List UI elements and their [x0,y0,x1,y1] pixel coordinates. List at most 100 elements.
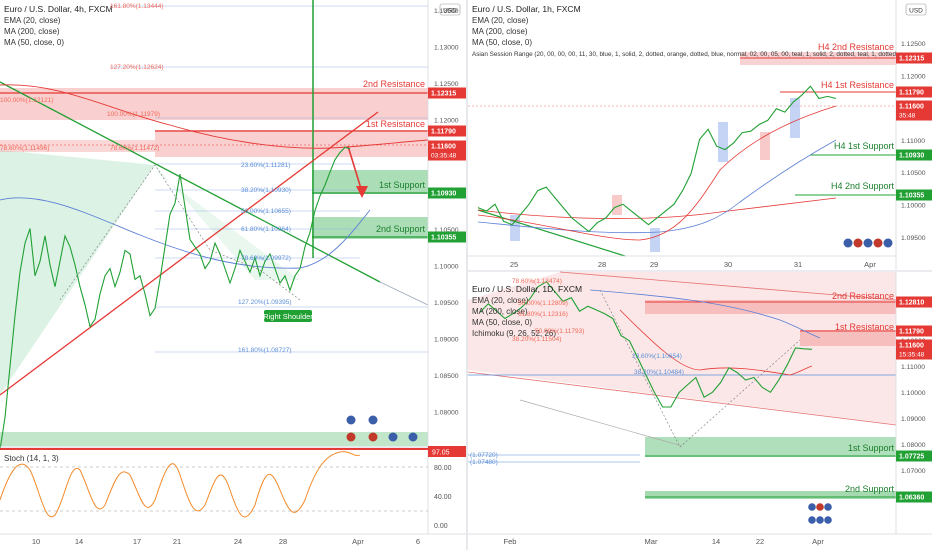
tr-time-ticks: 25 28 29 30 31 Apr [510,260,877,269]
tr-session-boxes [510,98,800,252]
br-fib-label: 78.60%(1.13474) [512,278,562,285]
time-tick-label: 25 [510,260,518,269]
br-fib-labels: 78.60%(1.13474) 50.00%(1.12809) 61.80%(1… [470,278,684,466]
event-flag-icon [408,432,418,442]
left-trend-extension [379,281,429,306]
price-tag-label: 1.10930 [431,191,456,198]
left-2nd-resistance-label: 2nd Resistance [363,79,425,89]
left-currency-badge [439,3,461,16]
price-tick-label: 1.09500 [901,235,926,242]
br-1st-support-label: 1st Support [848,443,895,453]
price-tag [896,339,932,360]
price-tag [428,125,466,137]
tr-2nd-resistance-label: H4 2nd Resistance [818,42,894,52]
price-tick-label: 1.07000 [901,468,926,475]
left-currency-label: USD [443,8,457,15]
price-tick-label: 1.09000 [901,416,926,423]
tr-price-line [477,85,837,233]
time-tick-label: 28 [598,260,606,269]
left-price-line [0,146,351,450]
price-tick-label: 1.13000 [434,45,459,52]
stoch-tick-40: 40.00 [434,494,452,501]
left-time-ticks: 10 14 17 21 24 28 Apr 6 [32,537,420,546]
event-flag-icon [824,503,832,511]
time-tick-label: 29 [650,260,658,269]
left-2nd-support-zone [312,217,428,239]
price-tag-label: 1.12315 [899,56,924,63]
right-shoulder-badge [264,310,312,322]
stoch-tick-80: 80.00 [434,465,452,472]
price-tag [896,450,932,462]
price-tick-label: 1.12000 [434,118,459,125]
time-tick-label: 14 [75,537,83,546]
top-right-chart: Euro / U.S. Dollar, 1h, FXCM EMA (20, cl… [468,0,932,270]
event-flag-icon [863,238,873,248]
price-tag [896,100,932,121]
price-tick-label: 1.08000 [434,410,459,417]
event-flag-icon [853,238,863,248]
br-1st-support-zone [645,437,896,457]
price-tick-label: 1.12500 [434,81,459,88]
price-tag-label: 1.11790 [899,90,924,97]
left-fib-label: 127.20%(1.09395) [238,299,292,306]
left-pattern-dotted [59,164,301,301]
event-flag-icon [346,415,356,425]
left-indicator-2: MA (200, close) [4,27,60,36]
price-tag [896,52,932,64]
event-flag-icon [808,503,816,511]
price-tick-label: 1.10000 [901,390,926,397]
stoch-value-tag [428,446,466,457]
left-1st-resistance-zone [155,130,428,157]
left-fib-label: 78.60%(1.11496) [0,145,49,152]
left-fib-label: 127.20%(1.12624) [110,64,164,71]
br-fib-label: 50.00%(1.12809) [518,300,568,307]
time-tick-label: 10 [32,537,40,546]
left-fib-label: 50.00%(1.10655) [241,208,291,215]
event-flag-icon [843,238,853,248]
left-projection-arrow [347,145,363,193]
time-tick-label: Apr [812,537,824,546]
br-indicator-4: Ichimoku (9, 26, 52, 26) [472,329,556,338]
stoch-line [0,451,361,518]
price-tag [896,189,932,201]
left-price-tags: 1.12315 1.11790 1.11600 03:35:48 1.10930 1.10… [428,87,466,243]
bottom-right-chart: Euro / U.S. Dollar, 1D, FXCM EMA (20, cl… [467,270,932,546]
stoch-tick-0: 0.00 [434,523,448,530]
event-flag-icon [816,503,824,511]
tr-1st-resistance-label: H4 1st Resistance [821,80,894,90]
time-tick-label: Apr [864,260,876,269]
left-fib-label: 78.60%(1.11472) [110,145,159,152]
time-tick-label: 28 [279,537,287,546]
price-tick-label: 1.13500 [434,8,459,15]
price-tick-label: 1.10000 [901,203,926,210]
time-tick-label: 31 [794,260,802,269]
price-tag [896,491,932,503]
br-2nd-resistance-zone [645,300,896,314]
left-fib-label: 100.00%(1.12121) [0,97,54,104]
left-fib-labels: 161.80%(1.13444) 127.20%(1.12624) 100.00… [0,3,292,354]
price-tag [428,231,466,243]
br-fib-label: (1.07480) [470,459,498,466]
price-tag [428,140,466,161]
price-tick-label: 1.12500 [901,41,926,48]
left-fib-label: 38.20%(1.10930) [241,187,291,194]
price-tick-label: 1.10500 [901,170,926,177]
br-fib-label: 61.80%(1.12316) [518,311,568,318]
br-2nd-resistance-label: 2nd Resistance [832,291,894,301]
br-fib-label: (1.07720) [470,452,498,459]
tr-2nd-support-label: H4 2nd Support [831,181,895,191]
tr-indicator-4: Asian Session Range (20, 00, 00, 00, 11,… [472,51,897,58]
br-1st-resistance-label: 1st Resistance [835,322,894,332]
time-tick-label: Feb [504,537,517,546]
left-2nd-support-label: 2nd Support [376,224,426,234]
br-2nd-support-zone [645,491,896,499]
tr-currency-badge [905,3,927,16]
price-tag-countdown: 03:35:48 [431,153,457,160]
tr-ma50-line [477,139,837,234]
tr-ma200-line [477,197,837,219]
event-flag-icon [816,516,824,524]
br-1st-resistance-zone [800,330,896,346]
left-fib-label: 23.60%(1.11281) [241,162,290,169]
panel-divider [466,0,468,550]
